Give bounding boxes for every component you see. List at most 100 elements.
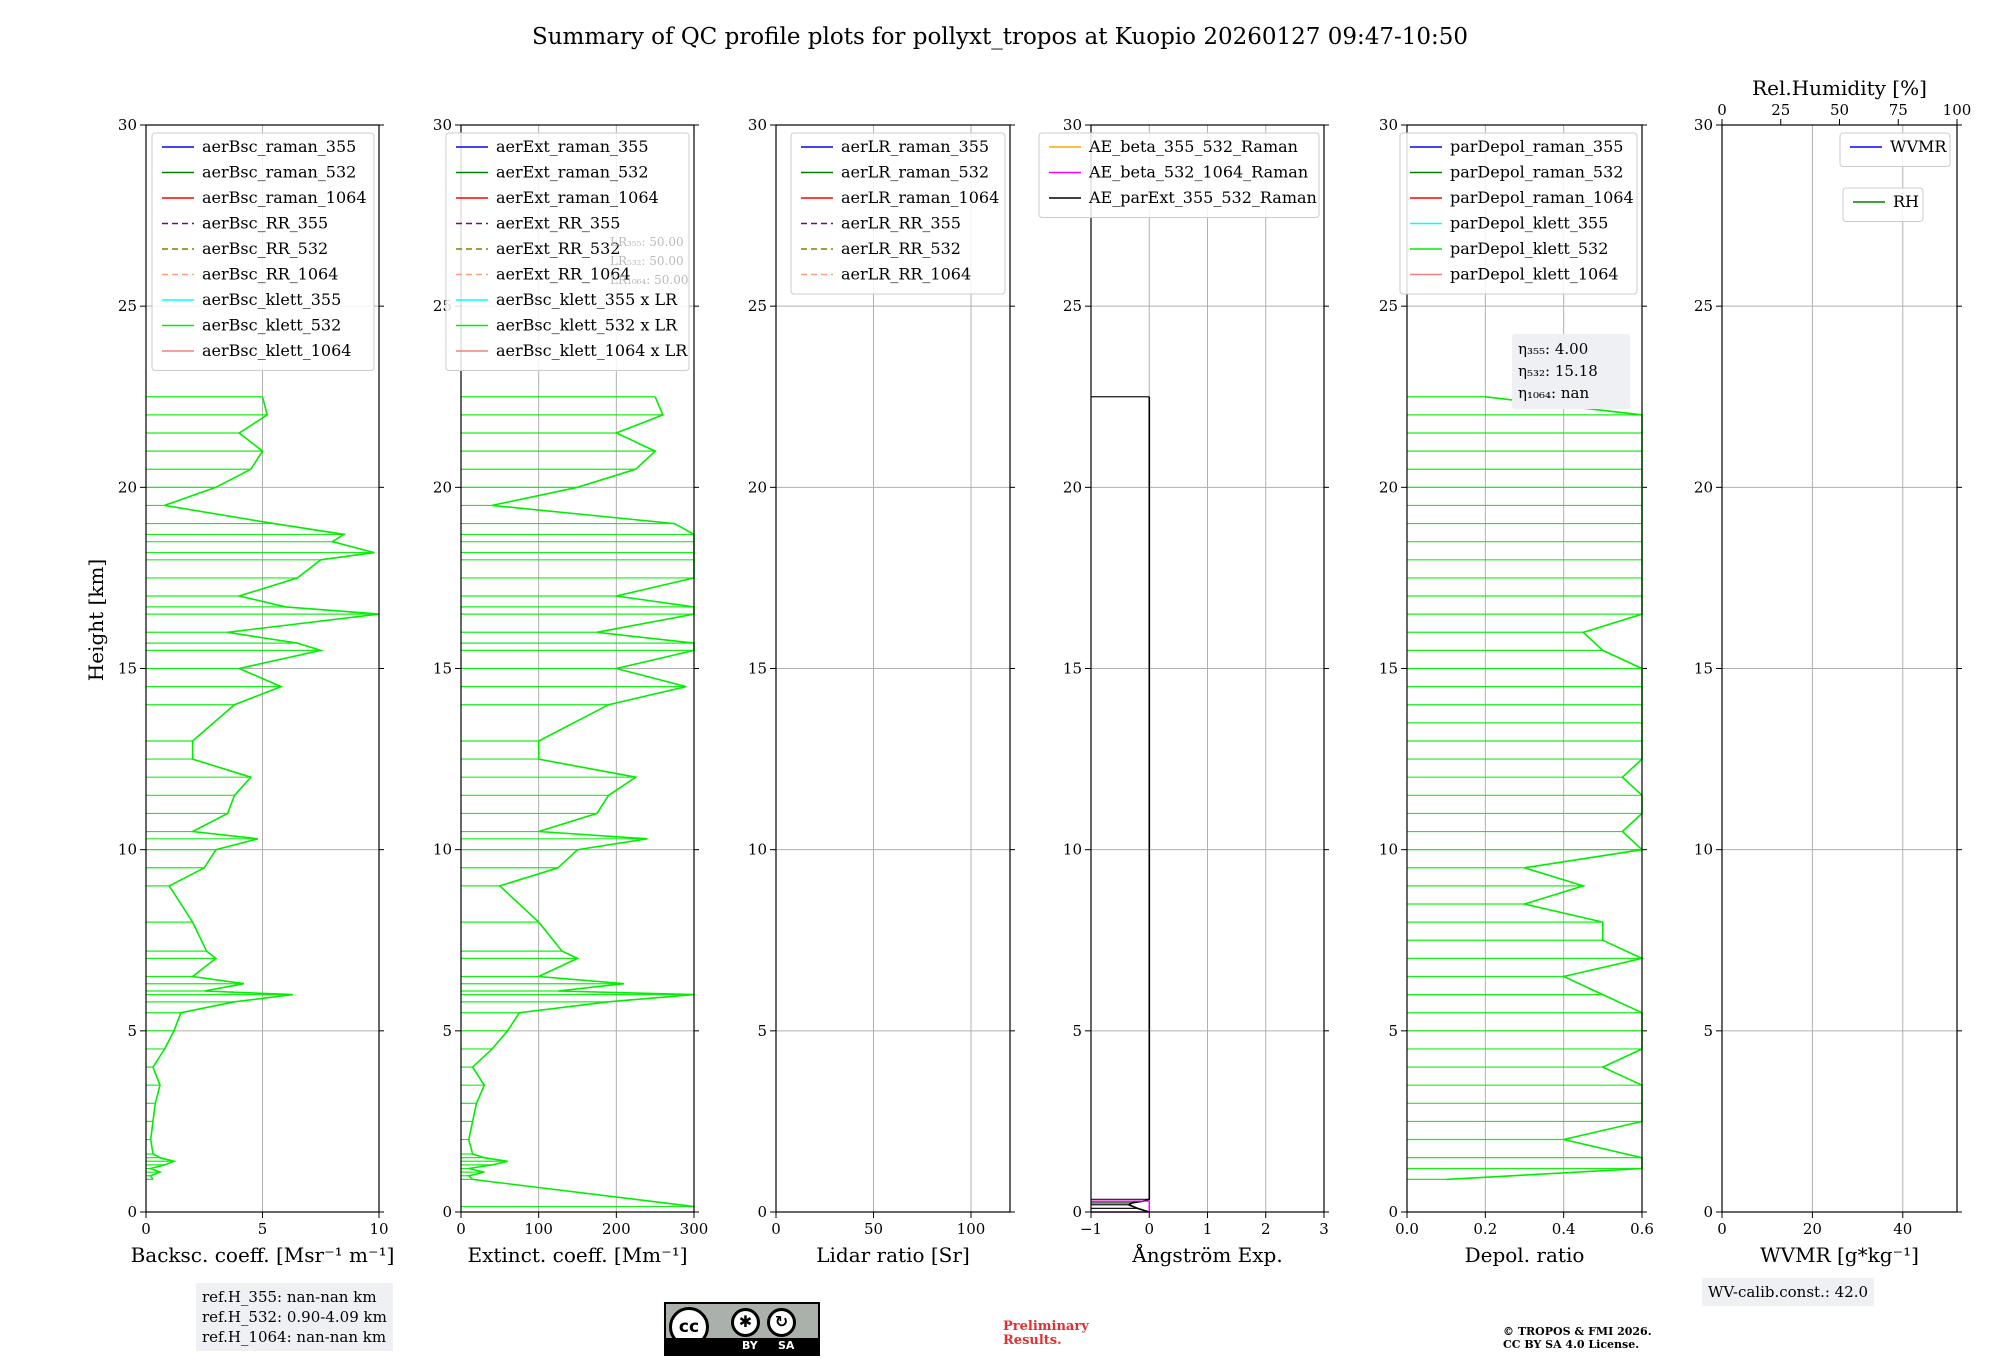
panel-bsc: 0 5 10 15 20 25 30 0 5 10 Backsc. coeff. [Msr⁻¹ m⁻… bbox=[118, 116, 394, 1267]
x-tick-label: 100 bbox=[957, 1220, 986, 1238]
y-tick-label: 20 bbox=[748, 478, 767, 496]
x-tick-label: 10 bbox=[369, 1220, 388, 1238]
legend-label: aerExt_raman_532 bbox=[496, 163, 649, 182]
ref-height-box: ref.H_355: nan-nan km ref.H_532: 0.90-4.… bbox=[196, 1283, 393, 1351]
x-tick-label: 5 bbox=[258, 1220, 268, 1238]
legend-box bbox=[790, 132, 1006, 295]
ref-height-1064: ref.H_1064: nan-nan km bbox=[202, 1328, 387, 1346]
legend-label: aerBsc_raman_355 bbox=[202, 137, 356, 156]
x-tick-label: 0 bbox=[456, 1220, 466, 1238]
legend-label: aerExt_RR_1064 bbox=[496, 265, 631, 284]
y-tick-label: 0 bbox=[1388, 1203, 1398, 1221]
y-tick-label: 10 bbox=[1379, 841, 1398, 859]
x-tick-label: 100 bbox=[524, 1220, 553, 1238]
y-tick-label: 30 bbox=[118, 116, 137, 134]
x-axis-label: Depol. ratio bbox=[1465, 1243, 1585, 1267]
legend-label: parDepol_raman_532 bbox=[1450, 163, 1623, 182]
panel-depol: 0 5 10 15 20 25 30 0.0 0.2 0.4 0.6 Depol. ratio parD… bbox=[1379, 116, 1654, 1267]
cc-license-badge: cc ✱ ↻ BY SA bbox=[664, 1302, 820, 1356]
y-tick-label: 5 bbox=[442, 1022, 452, 1040]
ref-height-532: ref.H_532: 0.90-4.09 km bbox=[202, 1308, 387, 1326]
y-tick-label: 5 bbox=[1703, 1022, 1713, 1040]
x-tick-label: 20 bbox=[1803, 1220, 1822, 1238]
cc-by-person-icon: ✱ bbox=[731, 1308, 760, 1337]
axes-frame bbox=[1090, 124, 1325, 1213]
cc-badge-footer: BY SA bbox=[666, 1338, 818, 1354]
legend-label: aerBsc_klett_532 bbox=[202, 316, 341, 335]
figure-title: Summary of QC profile plots for pollyxt_… bbox=[532, 24, 1468, 50]
top-x-tick-label: 0 bbox=[1717, 101, 1727, 119]
y-tick-label: 15 bbox=[1063, 660, 1082, 678]
y-tick-label: 20 bbox=[1379, 478, 1398, 496]
legend-label: aerExt_RR_355 bbox=[496, 214, 620, 233]
legend-label: aerBsc_klett_355 bbox=[202, 290, 341, 309]
top-x-tick-label: 100 bbox=[1943, 101, 1972, 119]
x-axis-label: Backsc. coeff. [Msr⁻¹ m⁻¹] bbox=[131, 1243, 395, 1267]
axes-frame bbox=[1406, 124, 1643, 1213]
y-tick-label: 5 bbox=[757, 1022, 767, 1040]
series-line-AE_parExt_355_532_Raman bbox=[1127, 396, 1151, 1213]
y-tick-label: 20 bbox=[118, 478, 137, 496]
y-tick-label: 0 bbox=[127, 1203, 137, 1221]
y-tick-label: 5 bbox=[127, 1022, 137, 1040]
y-tick-label: 5 bbox=[1388, 1022, 1398, 1040]
y-tick-label: 0 bbox=[757, 1203, 767, 1221]
top-x-axis-label: Rel.Humidity [%] bbox=[1752, 76, 1927, 100]
y-tick-label: 25 bbox=[1694, 297, 1713, 315]
copyright-note: © TROPOS & FMI 2026. CC BY SA 4.0 Licens… bbox=[1503, 1325, 1652, 1351]
legend-label: parDepol_raman_1064 bbox=[1450, 188, 1634, 207]
x-tick-label: 200 bbox=[602, 1220, 631, 1238]
eta-annotation: η₅₃₂: 15.18 bbox=[1518, 362, 1598, 380]
legend-box bbox=[1038, 132, 1320, 218]
wv-calib-box: WV-calib.const.: 42.0 bbox=[1702, 1278, 1875, 1306]
legend-label: aerBsc_raman_1064 bbox=[202, 188, 367, 207]
x-tick-label: 0 bbox=[1717, 1220, 1727, 1238]
y-tick-label: 10 bbox=[1063, 841, 1082, 859]
panel-lr: 0 5 10 15 20 25 30 0 50 100 Lidar ratio [Sr] aerLR_… bbox=[748, 116, 1015, 1267]
top-x-tick-label: 50 bbox=[1830, 101, 1849, 119]
x-axis-label: Extinct. coeff. [Mm⁻¹] bbox=[467, 1243, 687, 1267]
series-line-aerBsc_klett_532 x LR bbox=[467, 396, 695, 1208]
x-tick-label: 50 bbox=[864, 1220, 883, 1238]
cc-by-text: BY bbox=[742, 1339, 758, 1352]
legend-label: AE_beta_355_532_Raman bbox=[1088, 137, 1298, 156]
x-tick-label: 3 bbox=[1319, 1220, 1329, 1238]
preliminary-note: Preliminary Results. bbox=[1003, 1320, 1113, 1348]
lr-annotation: LR₁₀₆₄: 50.00 bbox=[610, 273, 688, 287]
lr-annotation: LR₃₅₅: 50.00 bbox=[610, 235, 684, 249]
eta-box bbox=[1512, 334, 1630, 409]
legend-box bbox=[1399, 132, 1638, 295]
x-tick-label: 0 bbox=[1144, 1220, 1154, 1238]
legend-label: aerBsc_RR_532 bbox=[202, 239, 328, 258]
copyright-line-1: © TROPOS & FMI 2026. bbox=[1503, 1325, 1652, 1338]
legend-label: parDepol_klett_532 bbox=[1450, 239, 1608, 258]
legend-label: aerBsc_klett_1064 bbox=[202, 341, 351, 360]
x-tick-label: 0.2 bbox=[1473, 1220, 1497, 1238]
y-tick-label: 25 bbox=[118, 297, 137, 315]
legend-label: parDepol_klett_1064 bbox=[1450, 265, 1619, 284]
cc-sa-text: SA bbox=[778, 1339, 795, 1352]
x-tick-label: 0.0 bbox=[1395, 1220, 1419, 1238]
legend-label: AE_beta_532_1064_Raman bbox=[1088, 163, 1308, 182]
x-tick-label: 0 bbox=[141, 1220, 151, 1238]
y-tick-label: 15 bbox=[1694, 660, 1713, 678]
y-tick-label: 0 bbox=[1703, 1203, 1713, 1221]
y-tick-label: 10 bbox=[1694, 841, 1713, 859]
axes-frame bbox=[775, 124, 1011, 1213]
legend-label: aerLR_RR_532 bbox=[841, 239, 961, 258]
y-tick-label: 10 bbox=[433, 841, 452, 859]
copyright-line-2: CC BY SA 4.0 License. bbox=[1503, 1338, 1640, 1351]
x-axis-label: Ångström Exp. bbox=[1131, 1242, 1282, 1267]
y-tick-label: 30 bbox=[1063, 116, 1082, 134]
y-tick-label: 10 bbox=[748, 841, 767, 859]
legend-label: RH bbox=[1893, 192, 1919, 211]
axes-frame bbox=[460, 124, 695, 1213]
legend-box bbox=[1839, 132, 1951, 167]
legend-label: aerBsc_klett_355 x LR bbox=[496, 290, 678, 309]
legend-label: WVMR bbox=[1890, 137, 1947, 156]
legend-label: aerLR_raman_1064 bbox=[841, 188, 999, 207]
y-tick-label: 30 bbox=[1379, 116, 1398, 134]
y-tick-label: 20 bbox=[433, 478, 452, 496]
